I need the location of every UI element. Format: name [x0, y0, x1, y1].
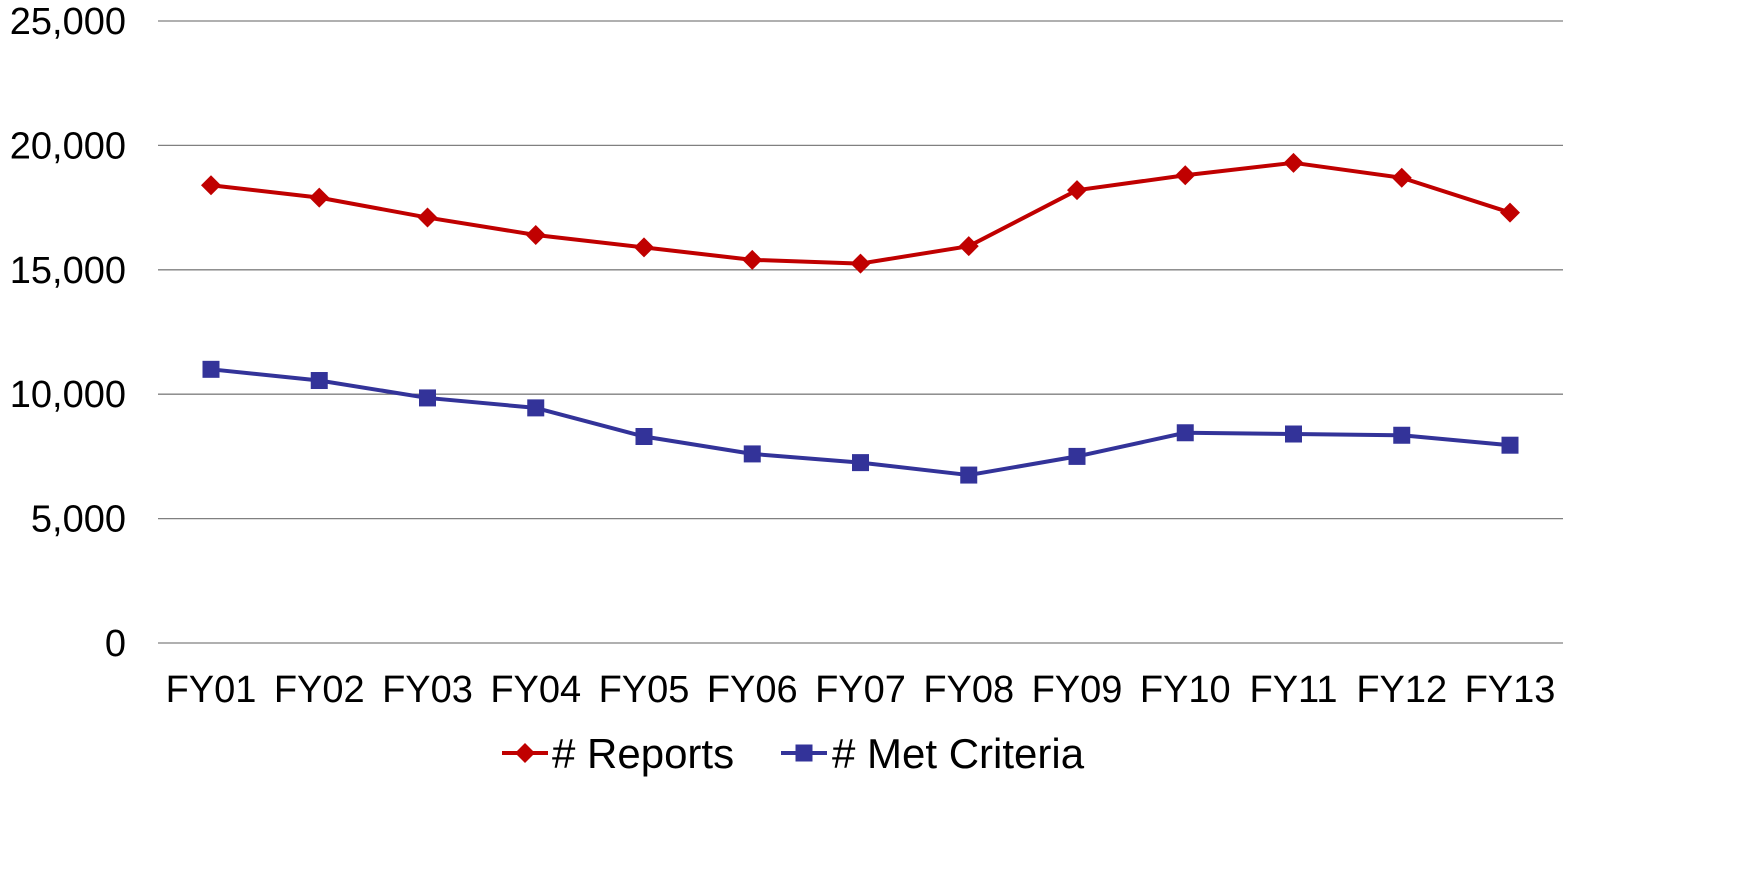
legend-label: # Reports [552, 730, 734, 777]
y-tick-label: 20,000 [10, 125, 126, 167]
x-tick-label: FY13 [1465, 669, 1556, 711]
data-point [960, 466, 978, 484]
data-point [1285, 425, 1302, 443]
x-tick-label: FY09 [1032, 669, 1123, 711]
data-point [743, 445, 761, 463]
x-tick-label: FY02 [274, 669, 365, 711]
legend-item: # Reports [502, 730, 734, 777]
y-tick-label: 25,000 [10, 1, 126, 43]
legend-swatch-marker [515, 743, 535, 763]
legend: # Reports # Met Criteria [502, 730, 1085, 777]
series-line [210, 160, 1511, 266]
data-point [525, 224, 546, 245]
data-point [634, 237, 654, 258]
data-point [1283, 152, 1304, 173]
legend-item: # Met Criteria [781, 730, 1085, 777]
x-tick-label: FY05 [599, 669, 690, 711]
y-tick-label: 0 [105, 623, 126, 665]
data-point [1068, 447, 1086, 465]
y-tick-label: 10,000 [10, 374, 126, 416]
data-point [1175, 165, 1196, 186]
legend-label: # Met Criteria [832, 730, 1085, 777]
y-axis-tick-labels: 0 5,000 10,000 15,000 20,000 25,000 [10, 1, 126, 665]
y-tick-label: 15,000 [10, 250, 126, 292]
x-tick-label: FY10 [1140, 669, 1231, 711]
x-tick-label: FY04 [490, 669, 581, 711]
data-point [202, 360, 220, 378]
x-tick-label: FY06 [707, 669, 798, 711]
series-2 [202, 360, 1519, 484]
gridlines [158, 20, 1563, 644]
x-tick-label: FY12 [1356, 669, 1447, 711]
data-point [1391, 167, 1412, 188]
y-tick-label: 5,000 [31, 499, 126, 541]
x-tick-label: FY01 [166, 669, 257, 711]
data-point [309, 187, 330, 208]
data-point [527, 399, 545, 417]
data-point [958, 236, 979, 257]
x-axis-tick-labels: FY01 FY02 FY03 FY04 FY05 FY06 FY07 FY08 FY09 FY10… [166, 669, 1556, 711]
data-point [1501, 436, 1519, 454]
data-point [635, 427, 653, 445]
x-tick-label: FY03 [382, 669, 473, 711]
x-tick-label: FY08 [923, 669, 1014, 711]
data-point [742, 249, 763, 270]
x-tick-label: FY11 [1249, 669, 1337, 711]
data-point [852, 454, 869, 472]
data-point [417, 207, 438, 228]
data-point [419, 389, 436, 407]
series-1 [201, 152, 1520, 274]
data-point [310, 372, 328, 390]
series-group [201, 152, 1520, 484]
data-point [201, 175, 221, 196]
data-point [1176, 424, 1194, 442]
data-point [1393, 426, 1411, 444]
data-point [1067, 180, 1087, 201]
data-point [1500, 202, 1520, 223]
legend-swatch-marker [795, 744, 813, 762]
data-point [850, 253, 871, 274]
x-tick-label: FY07 [815, 669, 906, 711]
